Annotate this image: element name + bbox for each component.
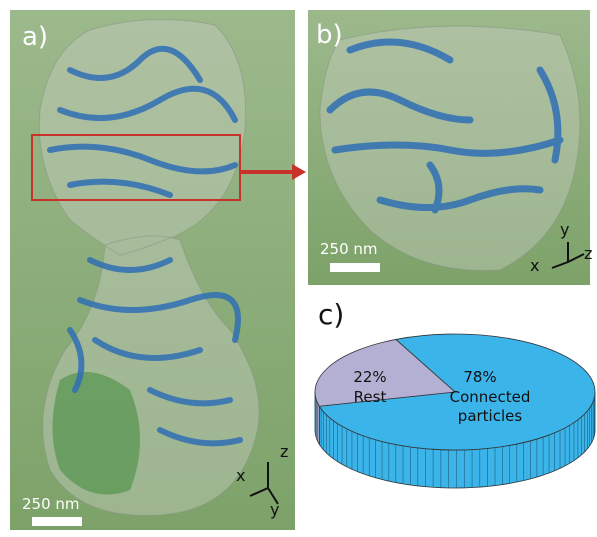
axis-label: z [584,244,592,263]
axis-label: y [270,500,279,519]
value-label: 22% [340,368,400,387]
scale-bar [330,263,380,272]
figure-art [0,0,597,537]
category-label: Rest [340,388,400,407]
category-label: Connected particles [440,388,540,426]
axis-label: x [236,466,245,485]
value-label: 78% [440,368,520,387]
panel-label: c) [318,298,344,331]
panel-label: b) [316,20,343,50]
scale-bar [32,517,82,526]
scale-bar-label: 250 nm [22,495,80,513]
panel-label: a) [22,22,48,52]
axis-label: z [280,442,288,461]
scale-bar-label: 250 nm [320,240,378,258]
arrow-head [292,164,306,180]
axis-label: y [560,220,569,239]
axis-label: x [530,256,539,275]
figure: a) 250 nm x y z b) 250 nm x y z c) 78% C… [0,0,597,537]
